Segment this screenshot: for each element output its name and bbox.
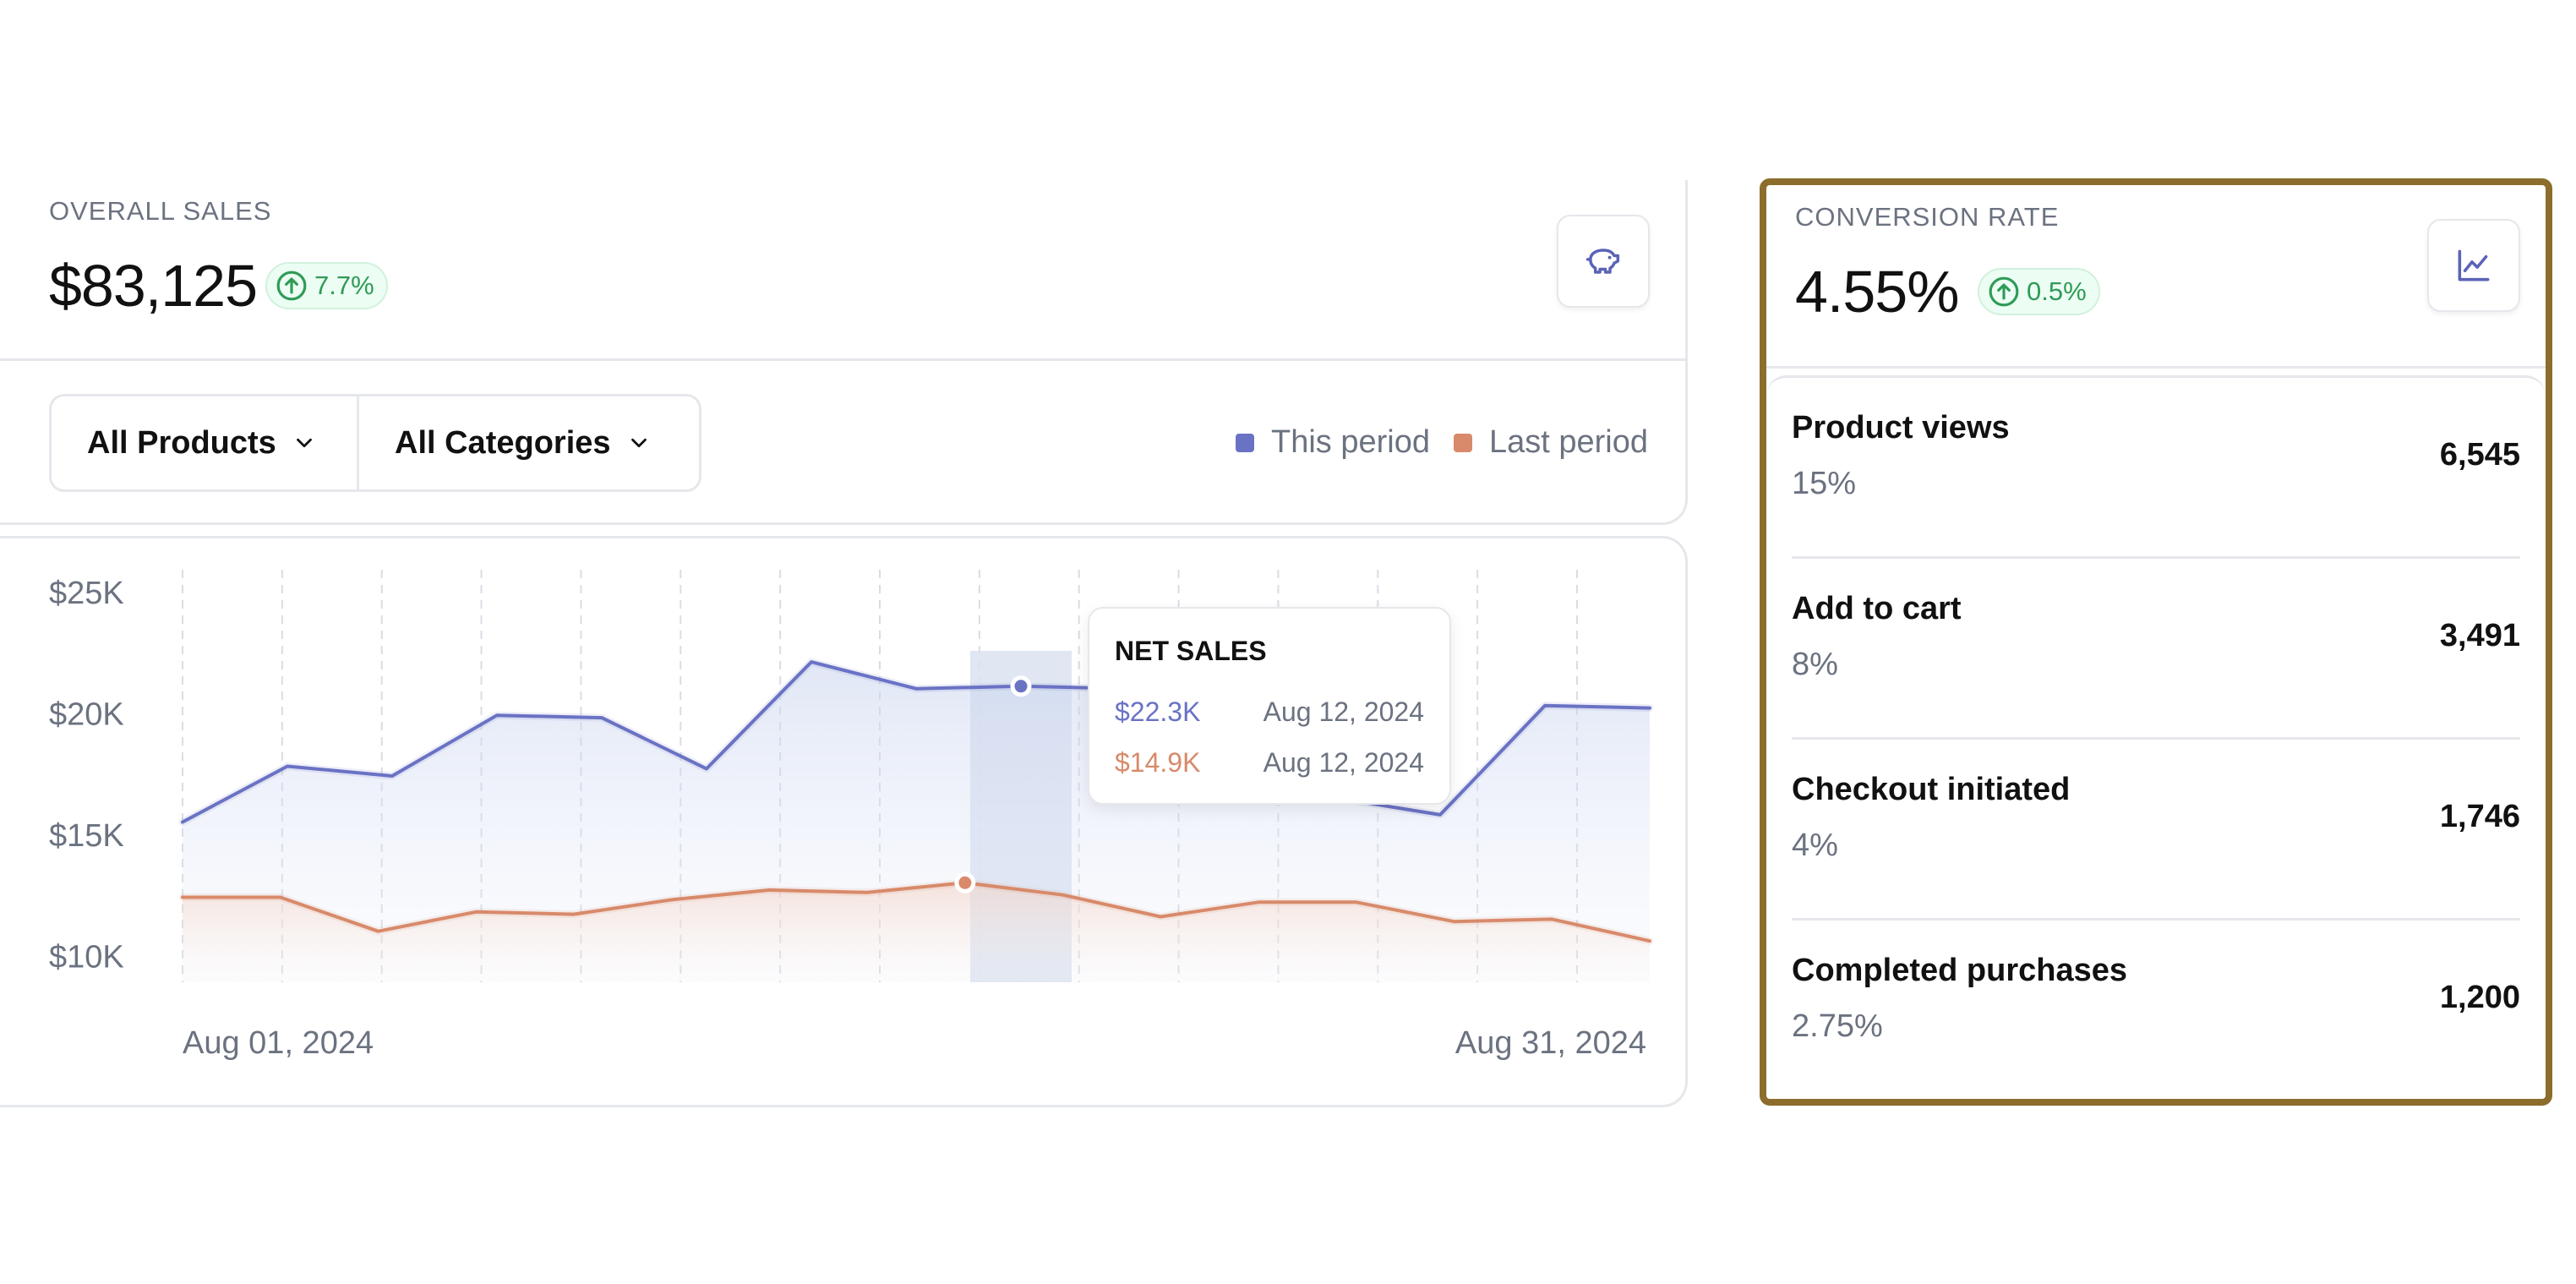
arrow-up-circle-icon (276, 270, 307, 301)
net-sales-chart[interactable]: $25K $20K $15K $10K Aug 01, 2024 Aug 31, 2024 (0, 536, 1685, 1102)
legend-this-period[interactable]: This period (1236, 424, 1430, 461)
all-products-dropdown[interactable]: All Products (52, 396, 359, 489)
conversion-metrics-list: Product views 15% 6,545 Add to cart 8% 3… (1766, 375, 2546, 1099)
line-chart-icon (2458, 249, 2490, 281)
conversion-eyebrow: CONVERSION RATE (1795, 202, 2060, 232)
legend-last-period[interactable]: Last period (1454, 424, 1648, 461)
metric-percent: 15% (1792, 466, 1857, 501)
conversion-header: CONVERSION RATE 4.55% 0.5% (1766, 185, 2546, 369)
tooltip-last-date: Aug 12, 2024 (1263, 747, 1424, 778)
sales-filter-row (0, 180, 1688, 525)
last-period-point (954, 871, 976, 893)
tooltip-row-this: $22.3K Aug 12, 2024 (1115, 697, 1424, 728)
tooltip-this-date: Aug 12, 2024 (1263, 697, 1424, 727)
metric-percent: 2.75% (1792, 1008, 1883, 1044)
metric-completed-purchases: Completed purchases 2.75% 1,200 (1792, 921, 2520, 1099)
metric-label: Completed purchases (1792, 953, 2127, 988)
last-period-label: Last period (1489, 424, 1649, 460)
divider (1792, 556, 2520, 559)
conversion-rate-value: 4.55% (1795, 259, 1959, 325)
this-period-label: This period (1271, 424, 1430, 460)
this-period-point (1010, 675, 1032, 697)
metric-label: Checkout initiated (1792, 772, 2071, 807)
this-period-swatch (1236, 433, 1254, 452)
net-sales-tooltip: NET SALES $22.3K Aug 12, 2024 $14.9K Aug… (1088, 607, 1451, 805)
conversion-change-badge: 0.5% (1978, 268, 2100, 315)
last-period-swatch (1454, 433, 1472, 452)
y-tick-label: $10K (49, 939, 124, 975)
x-tick-label: Aug 31, 2024 (1455, 1025, 1646, 1061)
divider (1792, 918, 2520, 921)
chart-container (0, 536, 1688, 1107)
this-period-series-line (181, 660, 1651, 824)
metric-value: 1,746 (2439, 799, 2520, 834)
sales-change-badge: 7.7% (265, 262, 388, 309)
chevron-down-icon (630, 438, 647, 448)
all-categories-label: All Categories (395, 424, 611, 461)
line-chart-button[interactable] (2427, 219, 2520, 312)
last-period-series-line (181, 881, 1651, 943)
metric-value: 3,491 (2439, 618, 2520, 653)
tooltip-last-value: $14.9K (1115, 747, 1201, 778)
conversion-rate-card: CONVERSION RATE 4.55% 0.5% Product views… (1760, 178, 2552, 1106)
metric-percent: 8% (1792, 647, 1838, 682)
x-tick-label: Aug 01, 2024 (183, 1025, 374, 1061)
metric-label: Add to cart (1792, 591, 1962, 626)
metric-value: 6,545 (2439, 437, 2520, 473)
overall-sales-card: OVERALL SALES $83,125 7.7% (0, 180, 1688, 1102)
metric-value: 1,200 (2439, 980, 2520, 1015)
metric-label: Product views (1792, 410, 2010, 445)
all-categories-dropdown[interactable]: All Categories (359, 396, 694, 489)
divider (1792, 737, 2520, 740)
arrow-up-circle-icon (1989, 276, 2019, 307)
tooltip-title: NET SALES (1115, 636, 1267, 666)
metric-percent: 4% (1792, 828, 1838, 863)
last-period-series-area (183, 882, 1650, 982)
all-products-label: All Products (87, 424, 276, 461)
sales-eyebrow: OVERALL SALES (49, 196, 272, 226)
y-tick-label: $15K (49, 818, 124, 854)
piggy-bank-button[interactable] (1557, 215, 1650, 308)
metric-add-to-cart: Add to cart 8% 3,491 (1792, 559, 2520, 740)
sales-total: $83,125 (49, 253, 258, 319)
chevron-down-icon (296, 438, 312, 448)
tooltip-this-value: $22.3K (1115, 697, 1201, 727)
sales-change-value: 7.7% (314, 270, 374, 300)
y-tick-label: $20K (49, 697, 124, 732)
sales-header: OVERALL SALES $83,125 7.7% (0, 181, 1688, 361)
y-tick-label: $25K (49, 576, 124, 611)
metric-product-views: Product views 15% 6,545 (1792, 378, 2520, 559)
conversion-change-value: 0.5% (2027, 276, 2087, 306)
filter-dropdown-group: All Products All Categories (49, 394, 701, 492)
tooltip-row-last: $14.9K Aug 12, 2024 (1115, 747, 1424, 779)
metric-checkout-initiated: Checkout initiated 4% 1,746 (1792, 740, 2520, 921)
piggy-bank-icon (1585, 249, 1620, 274)
